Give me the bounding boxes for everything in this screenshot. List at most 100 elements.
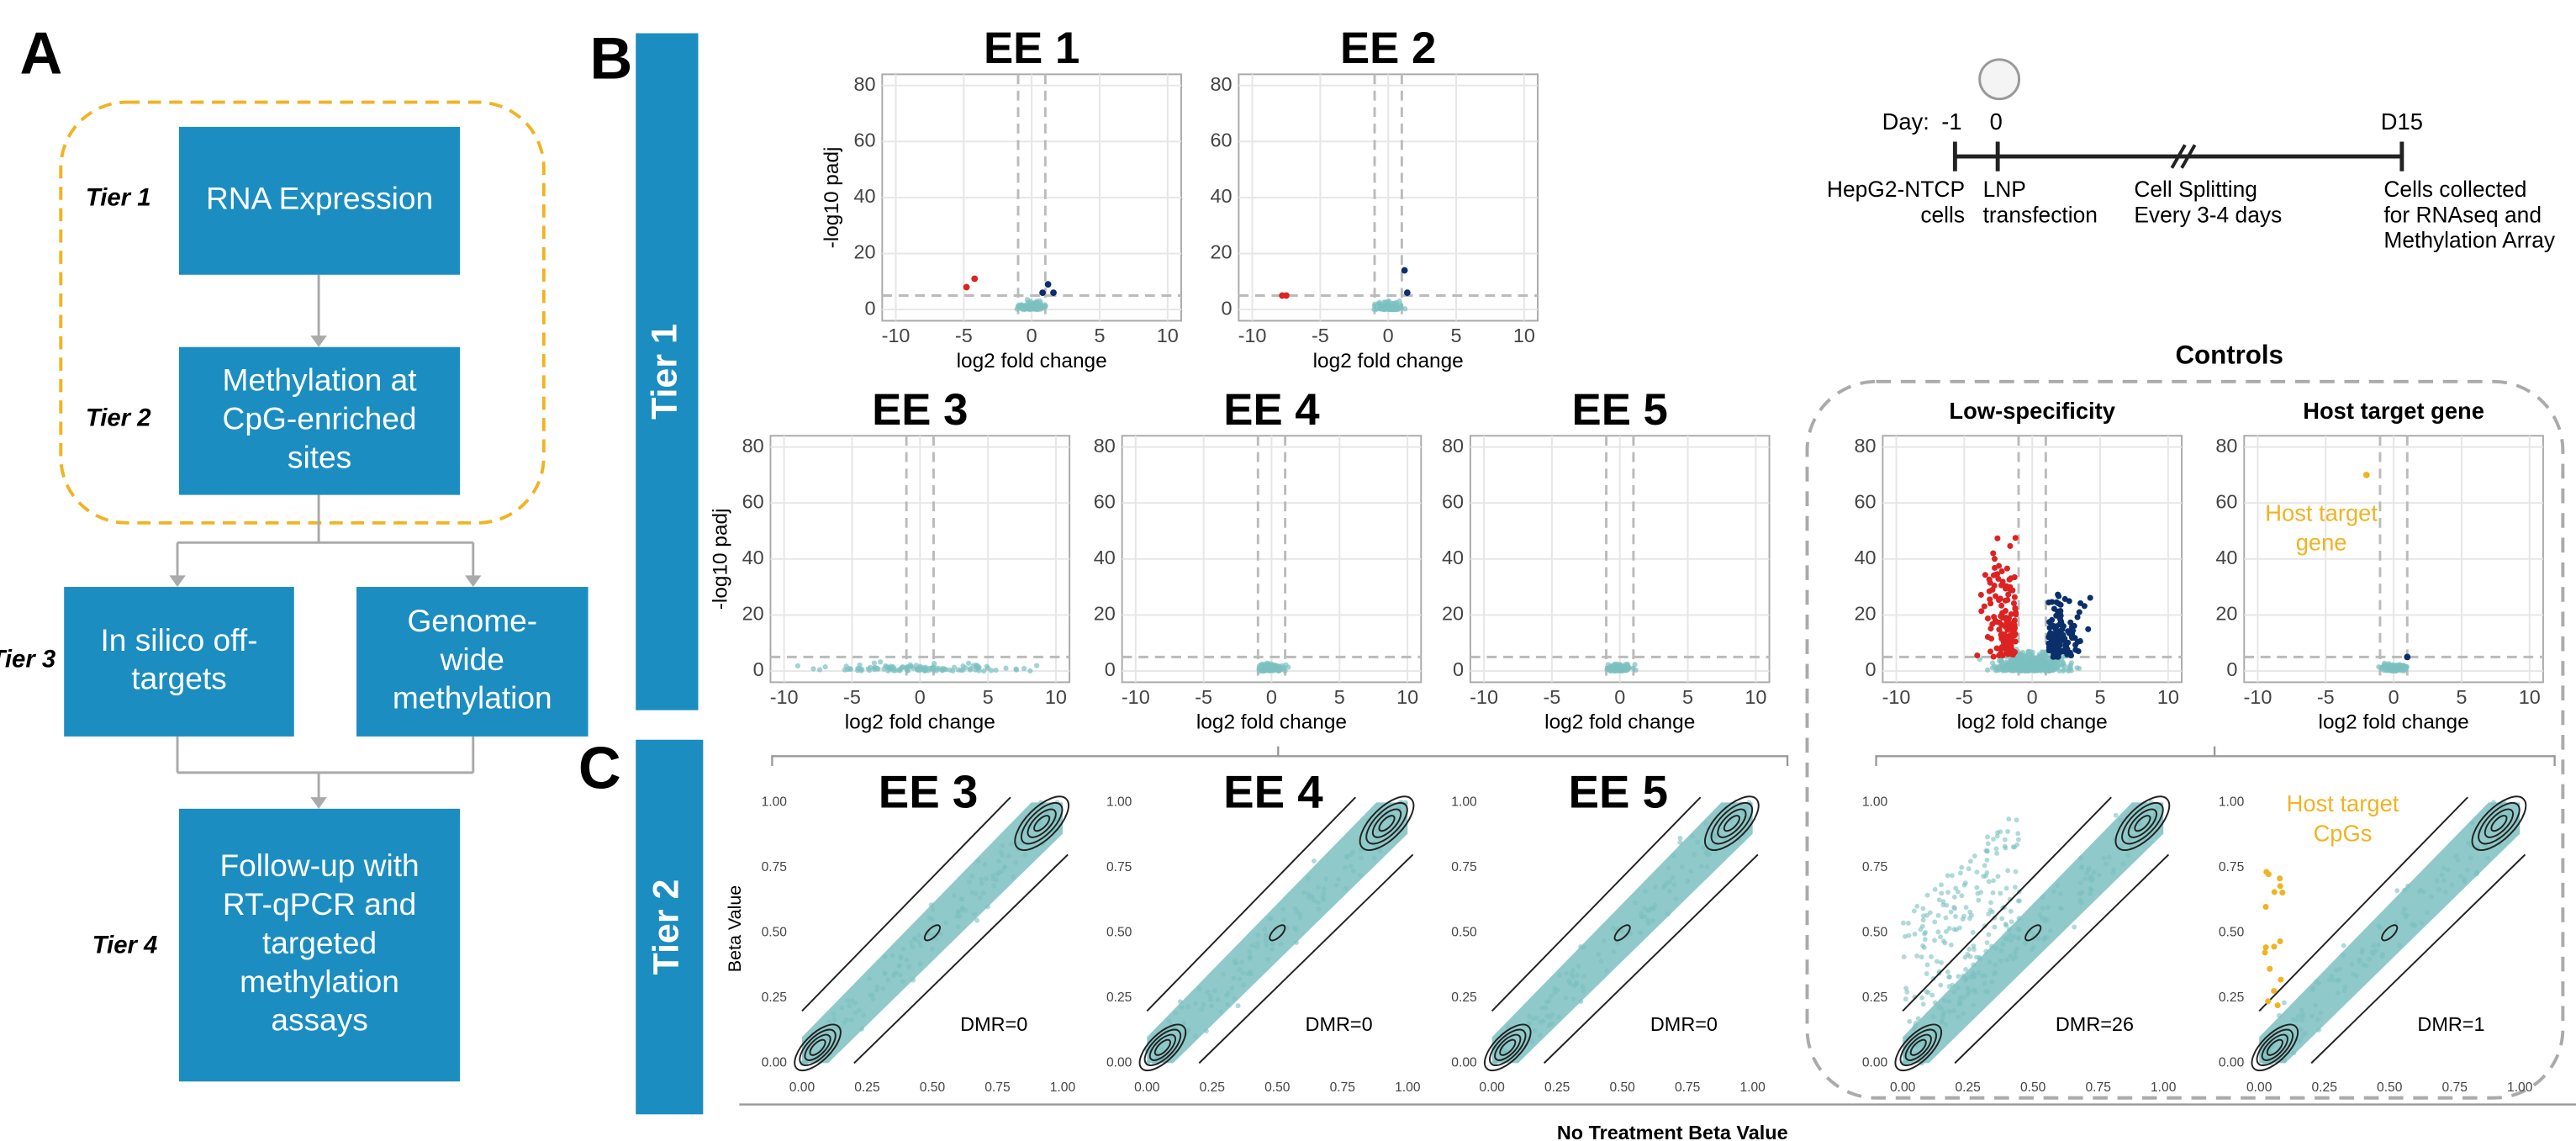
y-tick-label: 60 [742,490,764,512]
point [1922,937,1928,943]
point [1972,973,1977,979]
point [1220,971,1226,977]
point [1173,1010,1179,1016]
point [2441,865,2447,871]
contour [1723,815,1740,832]
point [2010,600,2017,607]
point [2007,542,2014,549]
x-tick-label: -10 [1882,686,1911,708]
point [1615,666,1621,672]
point [2008,908,2014,914]
x-tick-label: -10 [1238,325,1267,346]
point [1371,855,1377,861]
point [1204,1028,1209,1034]
point [1264,943,1270,948]
point [1951,927,1957,932]
point [1650,918,1656,923]
point [1946,1009,1952,1014]
point [2271,889,2278,895]
tier-bar-label: Tier 2 [647,880,687,975]
point [1993,645,2000,652]
point [909,663,915,669]
point-cloud [801,802,1063,1064]
y-tick-label: 40 [742,547,764,568]
point [2369,949,2375,954]
point [1935,959,1940,964]
point [943,920,949,926]
point [2035,936,2041,942]
timeline-event: for RNAseq and [2383,202,2542,227]
point [1660,885,1666,890]
point [2046,624,2053,631]
point [1971,1002,1976,1008]
point [2045,905,2051,911]
point [1348,864,1354,869]
point [2084,870,2090,876]
plot-title: EE 1 [984,24,1079,73]
point [1919,995,1925,1001]
point [1624,667,1630,673]
contour [2256,1028,2294,1066]
point [1991,836,1996,842]
point [2400,910,2406,916]
point [2022,940,2028,946]
contour [804,1033,831,1061]
point [2078,855,2084,861]
contour [2484,808,2515,838]
point [1207,993,1213,999]
point [1602,938,1607,943]
point [2318,1010,2324,1016]
point [1956,889,1961,895]
y-tick-label: 0.25 [1862,990,1888,1005]
point [2030,649,2035,655]
point [1711,845,1716,851]
point [1018,303,1025,309]
flow-box-text: RNA Expression [206,181,433,216]
y-tick-label: 0.50 [1862,925,1888,939]
point [1961,913,1966,919]
point [1231,975,1237,981]
threshold-line [1543,853,1759,1064]
point [1961,882,1967,888]
threshold-line [853,853,1069,1064]
point [1978,608,1985,615]
point [1984,615,1991,622]
point [2485,855,2490,861]
point [1905,921,1911,926]
timeline-event: Cells collected [2383,177,2526,202]
contour [1033,815,1051,832]
point [1948,909,1954,915]
timeline-event: transfection [1983,202,2098,227]
point [831,1012,837,1017]
point [2104,861,2109,867]
point [1935,912,1941,918]
point [1936,1004,1942,1010]
tier-group-outline [59,100,546,525]
point [1544,999,1550,1005]
x-tick-label: -10 [1470,686,1498,708]
point [2313,1002,2318,1008]
point [958,896,963,902]
point [898,953,904,959]
timeline-event: HepG2-NTCP [1827,177,1965,202]
point [1995,575,2002,582]
point [1992,556,1998,563]
point [1903,996,1908,1002]
point [2009,919,2014,925]
point [969,890,975,895]
point [2000,639,2007,646]
point [1920,906,1926,911]
point [1956,974,1961,980]
point [794,663,800,669]
point [969,874,975,879]
point [1653,884,1658,890]
y-tick-label: 0.75 [2219,860,2245,874]
point [2303,1031,2308,1037]
point [1014,306,1020,312]
y-axis-label: -log10 padj [821,147,843,249]
point [1904,989,1910,995]
point [2047,927,2053,933]
point [2277,875,2283,882]
point [1929,992,1935,998]
y-tick-label: 0.50 [762,925,788,939]
